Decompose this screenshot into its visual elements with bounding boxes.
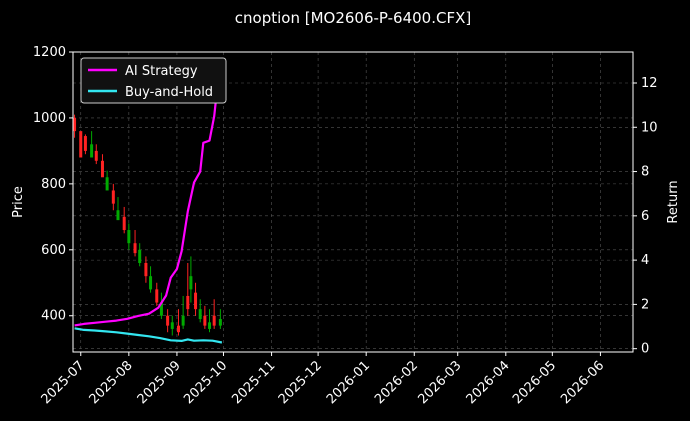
chart-title: cnoption [MO2606-P-6400.CFX] [235,9,471,27]
candle-body [116,210,120,221]
right-tick-label: 12 [641,76,658,91]
left-tick-label: 1000 [33,111,66,126]
legend-label-ai-strategy: AI Strategy [125,64,198,79]
candle-body [127,230,131,244]
right-tick-label: 4 [641,253,649,268]
right-axis-label: Return [666,180,681,223]
right-tick-label: 10 [641,120,658,135]
left-tick-label: 1200 [33,45,66,60]
candle-body [90,144,94,158]
right-tick-label: 6 [641,209,649,224]
candle-body [159,302,163,316]
legend: AI Strategy Buy-and-Hold [80,57,227,104]
candle-body [176,325,180,333]
candle-body [194,292,198,310]
candle-body [111,190,115,204]
candle-body [208,322,212,329]
candle-body [149,276,153,290]
candle-body [212,315,216,326]
left-tick-label: 600 [41,243,66,258]
candle-body [170,322,174,329]
candle-body [133,243,137,254]
candle-body [203,315,207,326]
plot-frame [72,51,634,353]
candle-body [79,131,83,158]
y-axis-label: Price [11,186,26,218]
series-line-buy-and-hold [74,327,223,344]
series-lines [74,68,223,344]
candle-body [155,289,159,303]
right-tick-label: 8 [641,165,649,180]
candle-body [138,249,142,263]
candle-body [218,319,222,326]
candles [73,114,222,336]
series-line-ai-strategy [74,68,223,327]
legend-box [80,57,227,104]
candle-body [166,315,170,326]
candle-body [100,160,104,178]
left-axis-ticks: 400 600 800 1000 1200 [33,45,73,324]
right-axis-ticks: 0 2 4 6 8 10 12 [633,76,658,357]
right-tick-label: 0 [641,342,649,357]
candle-body [105,177,109,191]
candle-body [181,315,185,326]
legend-label-buy-and-hold: Buy-and-Hold [125,85,213,100]
candle-body [144,262,148,277]
candle-body [94,150,98,161]
candle-body [189,276,193,290]
left-tick-label: 800 [41,177,66,192]
candle-body [198,309,202,320]
candle-body [186,295,190,310]
candle-body [83,136,87,151]
candle-body [122,216,126,231]
left-tick-label: 400 [41,309,66,324]
candle-body [73,117,77,132]
right-tick-label: 2 [641,297,649,312]
